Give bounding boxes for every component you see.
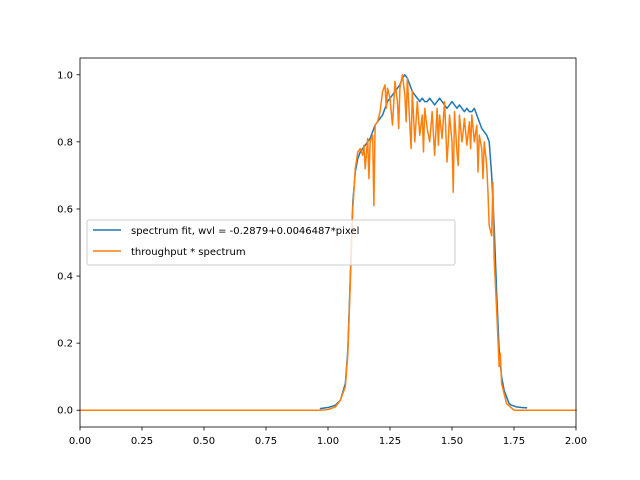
y-tick-label: 0.4 (57, 272, 73, 283)
series-line-1 (319, 74, 528, 410)
x-axis-ticks: 0.00 0.25 0.50 0.75 1.00 1.25 1.50 1.75 2.00 (69, 427, 587, 447)
x-tick-label: 1.50 (441, 436, 463, 447)
legend: spectrum fit, wvl = -0.2879+0.0046487*pi… (86, 219, 456, 266)
y-axis-ticks: 0.0 0.2 0.4 0.6 0.8 1.0 (57, 70, 80, 417)
series-line-2 (79, 74, 577, 411)
x-tick-label: 1.00 (317, 436, 339, 447)
y-tick-label: 0.6 (57, 204, 73, 215)
x-tick-label: 2.00 (565, 436, 587, 447)
y-tick-label: 0.2 (57, 339, 73, 350)
x-tick-label: 0.25 (131, 436, 153, 447)
legend-box (86, 219, 456, 266)
x-tick-label: 1.75 (503, 436, 525, 447)
x-tick-label: 0.00 (69, 436, 91, 447)
y-tick-label: 1.0 (57, 70, 73, 81)
legend-label-2: throughput * spectrum (131, 247, 246, 258)
y-tick-label: 0.8 (57, 137, 73, 148)
x-tick-label: 0.50 (193, 436, 215, 447)
y-tick-label: 0.0 (57, 406, 73, 417)
series-layer (79, 74, 577, 411)
legend-label-1: spectrum fit, wvl = -0.2879+0.0046487*pi… (131, 226, 359, 237)
x-tick-label: 1.25 (379, 436, 401, 447)
x-tick-label: 0.75 (255, 436, 277, 447)
